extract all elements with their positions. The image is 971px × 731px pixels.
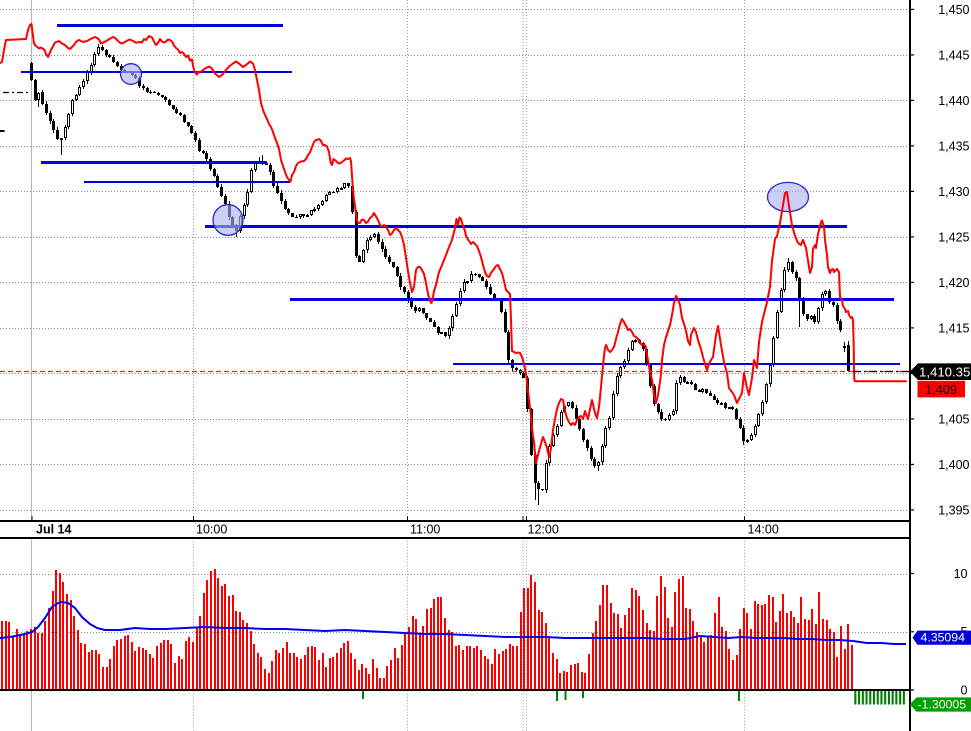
svg-text:1,410.35: 1,410.35 bbox=[919, 365, 970, 380]
svg-text:1,430: 1,430 bbox=[938, 185, 969, 199]
svg-text:1,445: 1,445 bbox=[938, 48, 969, 62]
svg-text:12:00: 12:00 bbox=[528, 523, 559, 537]
svg-text:-1.30005: -1.30005 bbox=[918, 698, 967, 712]
svg-text:10:00: 10:00 bbox=[196, 523, 227, 537]
svg-text:4.35094: 4.35094 bbox=[921, 631, 966, 645]
svg-text:10: 10 bbox=[954, 567, 968, 581]
svg-text:1,425: 1,425 bbox=[938, 230, 969, 244]
svg-text:Jul 14: Jul 14 bbox=[36, 523, 71, 537]
svg-text:1,405: 1,405 bbox=[938, 412, 969, 426]
svg-text:14:00: 14:00 bbox=[748, 523, 779, 537]
svg-text:1,420: 1,420 bbox=[938, 276, 969, 290]
svg-text:1,450: 1,450 bbox=[938, 3, 969, 17]
svg-text:1,415: 1,415 bbox=[938, 321, 969, 335]
svg-text:1,395: 1,395 bbox=[938, 503, 969, 517]
svg-text:1,409: 1,409 bbox=[925, 382, 957, 397]
svg-text:0: 0 bbox=[961, 683, 968, 697]
svg-text:11:00: 11:00 bbox=[410, 523, 440, 537]
svg-text:1,435: 1,435 bbox=[938, 139, 969, 153]
svg-text:1,400: 1,400 bbox=[938, 458, 969, 472]
svg-text:1,440: 1,440 bbox=[938, 94, 969, 108]
